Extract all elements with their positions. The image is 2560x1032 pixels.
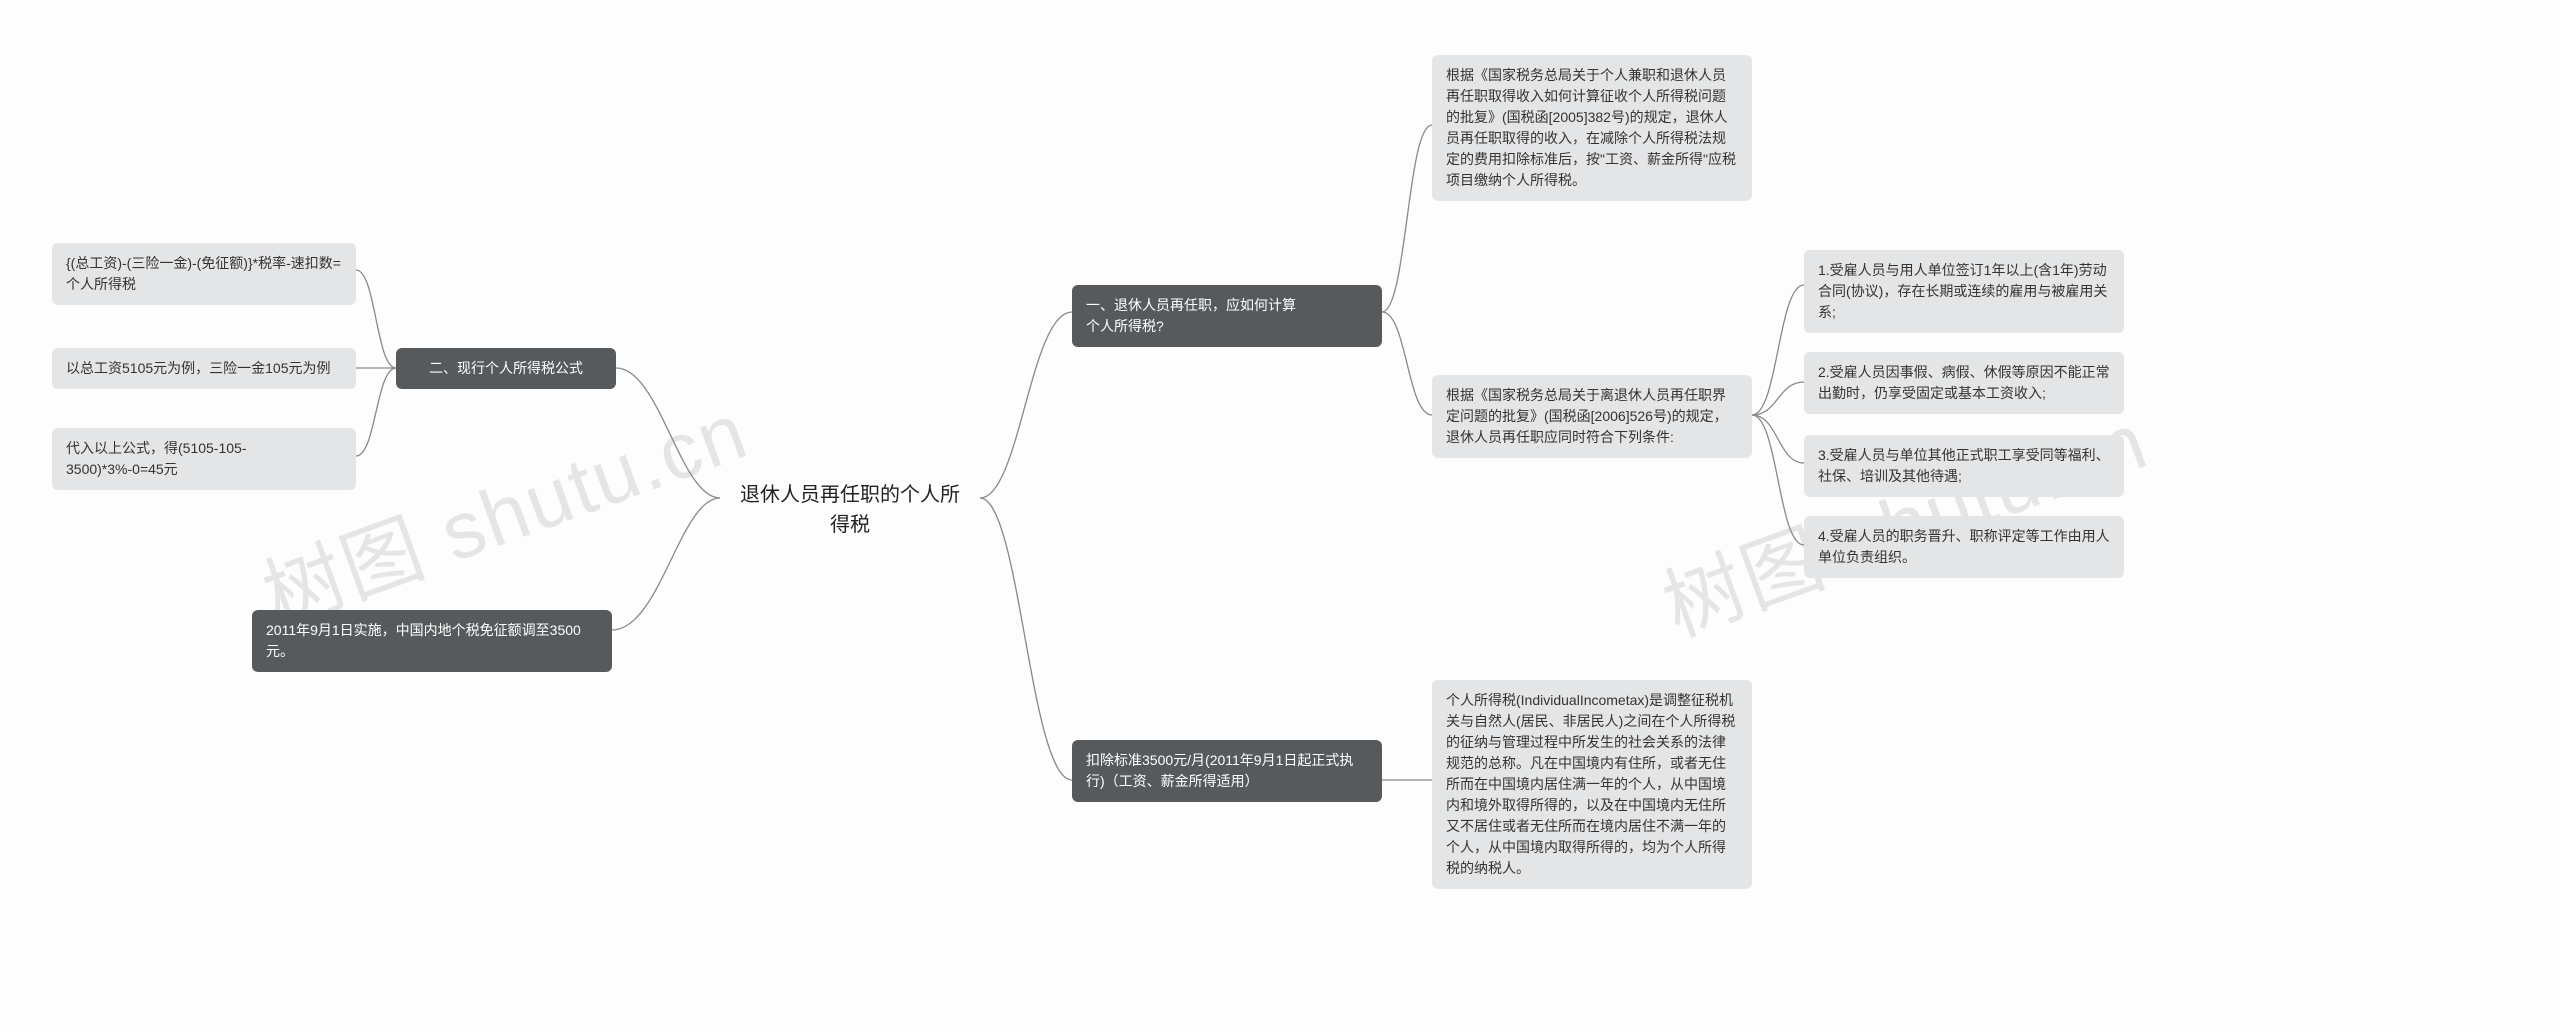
left-branch-2: 2011年9月1日实施，中国内地个税免征额调至3500元。 [252,610,612,672]
r1-c2-g2: 2.受雇人员因事假、病假、休假等原因不能正常出勤时，仍享受固定或基本工资收入; [1804,352,2124,414]
right-branch-1: 一、退休人员再任职，应如何计算个人所得税? [1072,285,1382,347]
left-1-child-1: {(总工资)-(三险一金)-(免征额)}*税率-速扣数=个人所得税 [52,243,356,305]
r1-child-1: 根据《国家税务总局关于个人兼职和退休人员再任职取得收入如何计算征收个人所得税问题… [1432,55,1752,201]
watermark: 树图 shutu.cn [245,367,761,649]
left-1-child-2: 以总工资5105元为例，三险一金105元为例 [52,348,356,389]
left-1-child-3: 代入以上公式，得(5105-105-3500)*3%-0=45元 [52,428,356,490]
connector-lines [0,0,2560,1032]
r1-child-2: 根据《国家税务总局关于离退休人员再任职界定问题的批复》(国税函[2006]526… [1432,375,1752,458]
r2-child-1: 个人所得税(IndividualIncometax)是调整征税机关与自然人(居民… [1432,680,1752,889]
left-branch-1: 二、现行个人所得税公式 [396,348,616,389]
root-node: 退休人员再任职的个人所得税 [720,470,980,550]
r1-c2-g3: 3.受雇人员与单位其他正式职工享受同等福利、社保、培训及其他待遇; [1804,435,2124,497]
right-branch-2: 扣除标准3500元/月(2011年9月1日起正式执行)（工资、薪金所得适用） [1072,740,1382,802]
r1-c2-g1: 1.受雇人员与用人单位签订1年以上(含1年)劳动合同(协议)，存在长期或连续的雇… [1804,250,2124,333]
r1-c2-g4: 4.受雇人员的职务晋升、职称评定等工作由用人单位负责组织。 [1804,516,2124,578]
